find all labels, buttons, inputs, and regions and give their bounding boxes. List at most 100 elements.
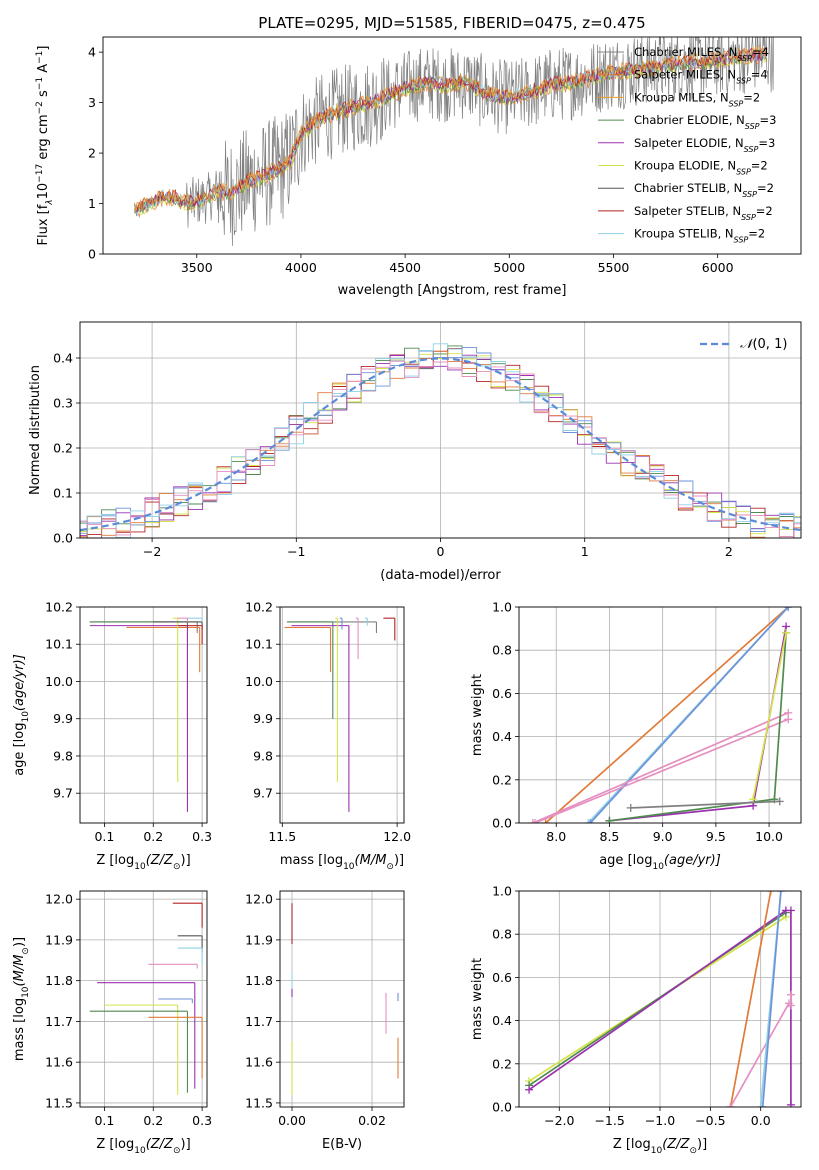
x-tick-label: 3500 [181, 260, 213, 275]
y-tick-label: 0.2 [492, 1056, 512, 1071]
legend-entry: Kroupa MILES, NSSP=2 [634, 90, 760, 108]
weight-line [630, 800, 780, 809]
y-tick-label: 0.2 [53, 441, 73, 456]
axes-frame [518, 890, 802, 1108]
weight-line [528, 909, 787, 1091]
y-axis-label: mass weight [470, 674, 485, 756]
legend-text: Kroupa ELODIE, N [634, 159, 736, 173]
x-tick-label: 6000 [702, 260, 734, 275]
axes-frame [79, 321, 802, 539]
x-tick-label: 0.0 [751, 1113, 771, 1128]
x-tick-label: −2 [143, 544, 161, 559]
x-axis-label-part: Z [log [96, 853, 134, 868]
weight-line [729, 891, 772, 1107]
x-axis-label-part: ⊙ [386, 862, 394, 872]
y-tick-label: 11.8 [45, 973, 73, 988]
y-tick-label: 9.8 [253, 748, 273, 763]
mass-vs-EBV-chart: 0.00 0.02 11.5 11.6 11.7 11.8 11.9 12.0 E(B-V) [245, 890, 405, 1152]
y-tick-label: 11.7 [45, 1014, 73, 1029]
x-tick-label: −1.0 [645, 1113, 675, 1128]
x-axis-label: Z [log10(Z/Z⊙)] [613, 1137, 707, 1156]
histogram-series [80, 350, 801, 538]
y-axis-label-part: −1 [35, 51, 45, 64]
legend-sub: SSP [736, 76, 751, 85]
x-tick-label: 2 [725, 544, 733, 559]
x-tick-label: 8.0 [546, 829, 566, 844]
x-tick-label: 0.2 [143, 829, 163, 844]
x-axis-label-part: )] [697, 1137, 707, 1152]
legend-tail: =2 [748, 227, 765, 241]
legend-text: Salpeter STELIB, N [634, 204, 741, 218]
legend-tail: =4 [751, 68, 768, 82]
y-tick-label: 0.6 [492, 686, 512, 701]
x-axis-label: age [log10(age/yr)] [599, 853, 721, 872]
y-tick-label: 0.4 [53, 351, 73, 366]
axes-frame [79, 606, 208, 824]
legend-sub: SSP [741, 212, 756, 221]
legend-sub: SSP [744, 144, 759, 153]
axes-frame [518, 606, 802, 824]
y-tick-label: 9.7 [253, 786, 273, 801]
x-axis-label: mass [log10(M/M⊙)] [280, 853, 404, 872]
legend-text: Kroupa STELIB, N [634, 227, 734, 241]
y-tick-label: 1.0 [492, 600, 512, 615]
y-tick-label: 0.0 [492, 1100, 512, 1115]
x-axis-label-part: )] [181, 853, 191, 868]
y-axis-label-part: A [36, 64, 51, 77]
y-axis-label-part: 10 [21, 711, 31, 723]
x-axis-label-part: (age/yr)] [664, 853, 721, 868]
x-axis-label-part: 10 [652, 862, 664, 872]
y-tick-label: 11.9 [45, 932, 73, 947]
x-tick-label: 0.2 [143, 1113, 163, 1128]
legend-sub: SSP [737, 54, 752, 63]
histogram-series [80, 346, 801, 534]
y-tick-label: 10.1 [45, 637, 73, 652]
y-axis-label: age [log10(age/yr)] [12, 654, 31, 776]
legend-sub: SSP [729, 99, 744, 108]
weight-line [609, 632, 787, 822]
y-axis-label: Flux [fλ10−17 erg cm−2 s−1 A−1] [35, 46, 55, 246]
y-tick-label: 9.9 [53, 711, 73, 726]
x-tick-label: 9.0 [653, 829, 673, 844]
legend-text: (0, 1) [752, 337, 787, 352]
legend-tail: =2 [757, 181, 774, 195]
x-axis-label-part: Z [log [613, 1137, 651, 1152]
legend-entry: Chabrier ELODIE, NSSP=3 [634, 113, 776, 131]
y-axis-label-part: age [log [12, 723, 27, 776]
x-tick-label: 5000 [493, 260, 525, 275]
y-tick-label: 11.6 [45, 1055, 73, 1070]
x-axis-label-part: ⊙ [173, 862, 181, 872]
x-axis-label-part: ⊙ [173, 1146, 181, 1156]
legend-sub: SSP [745, 122, 760, 131]
x-tick-label: 0.3 [192, 829, 212, 844]
legend-text: Chabrier STELIB, N [634, 181, 742, 195]
legend-tail: =2 [756, 204, 773, 218]
y-tick-label: 12.0 [245, 892, 273, 907]
x-tick-label: 0.02 [358, 1113, 386, 1128]
y-axis-label-part: 10 [21, 986, 31, 998]
legend-sub: SSP [742, 190, 757, 199]
y-axis-label-part: ⊙ [21, 947, 31, 955]
legend-entry: Kroupa STELIB, NSSP=2 [634, 227, 765, 245]
x-tick-label: 1 [581, 544, 589, 559]
x-axis-label-part: )] [181, 1137, 191, 1152]
x-axis-label-part: (Z/Z [662, 1137, 690, 1152]
chart-title: PLATE=0295, MJD=51585, FIBERID=0475, z=0… [258, 14, 645, 32]
y-axis-label-part: mass [log [12, 998, 27, 1061]
legend-sub: SSP [736, 167, 751, 176]
y-axis-label-part: −17 [35, 164, 45, 183]
y-tick-label: 11.7 [245, 1014, 273, 1029]
legend-entry: Chabrier STELIB, NSSP=2 [634, 181, 774, 199]
weight-line [532, 712, 789, 823]
plot-area [89, 902, 203, 1095]
legend-tail: =4 [752, 45, 769, 59]
y-axis-label-part: ] [36, 46, 51, 51]
x-tick-label: 4000 [285, 260, 317, 275]
y-tick-label: 11.6 [245, 1055, 273, 1070]
x-axis-label-part: )] [394, 853, 404, 868]
massweight-vs-Z-chart: −2.0 −1.5 −1.0 −0.5 0.0 0.0 0.2 0.4 0.6 0.8 1.0 mas… [470, 884, 802, 1156]
legend-tail: =3 [758, 136, 775, 150]
axes-frame [79, 890, 208, 1108]
y-axis-label-part: )] [12, 937, 27, 947]
